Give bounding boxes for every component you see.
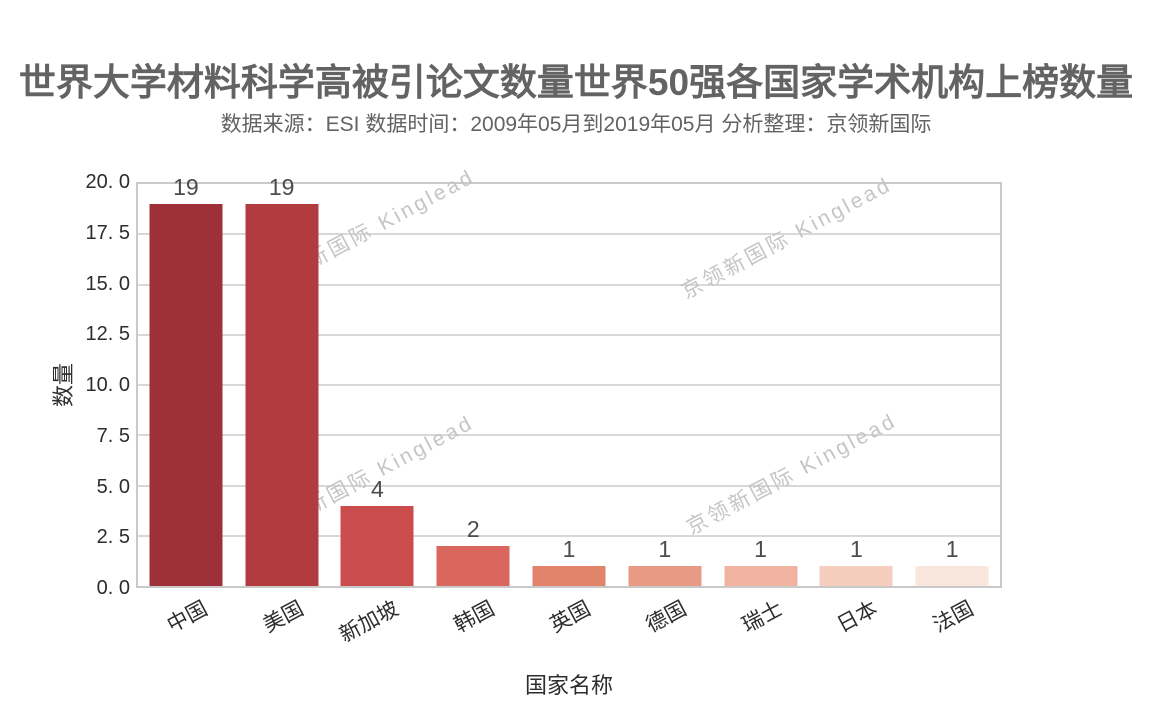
bar-slot: 19 中国 [138,176,234,637]
bar-slot: 1 日本 [808,184,904,637]
bar-value-label: 1 [658,535,672,562]
bar-value-label: 2 [466,515,480,542]
gridline [138,333,1000,336]
bar-value-label: 19 [173,174,199,201]
chart-title: 世界大学材料科学高被引论文数量世界50强各国家学术机构上榜数量 [18,62,1134,103]
gridline [138,534,1000,537]
y-tick-label: 2. 5 [96,526,130,549]
x-tick-label: 日本 [833,597,882,638]
bar-value-label: 19 [268,174,295,201]
bar-法国 [915,565,989,586]
y-tick-label: 15. 0 [85,272,130,295]
x-axis-label: 国家名称 [524,673,613,698]
x-tick-label: 法国 [929,597,978,638]
gridline [138,434,1000,437]
x-tick-label: 德国 [642,597,691,638]
bar-slot: 4 新加坡 [330,184,426,647]
chart-subtitle: 数据来源：ESI 数据时间：2009年05月到2019年05月 分析整理：京领新… [220,113,932,136]
x-tick-label: 英国 [546,597,595,638]
bar-slot: 1 法国 [904,184,1000,637]
plot-area: 京领新国际 Kinglead 京领新国际 Kinglead 京领新国际 Kingle… [136,165,1002,647]
x-tick-label: 新加坡 [336,597,403,648]
bar-中国 [149,204,223,586]
gridline [138,484,1000,487]
bar-日本 [819,565,893,586]
gridline [138,233,1000,236]
y-tick-label: 10. 0 [85,374,130,396]
bar-美国 [245,204,319,586]
bar-新加坡 [340,505,414,586]
y-tick-label: 0. 0 [96,577,130,599]
gridline [138,384,1000,386]
bar-value-label: 1 [945,535,959,562]
bar-slot: 1 英国 [521,184,617,637]
y-tick-label: 20. 0 [85,171,130,193]
gridline [138,283,1000,286]
x-tick-label: 美国 [259,597,308,638]
bar-slot: 1 瑞士 [713,184,809,637]
x-tick-label: 中国 [163,597,212,638]
bar-value-label: 1 [754,535,767,562]
bar-瑞士 [724,565,798,586]
bar-value-label: 1 [562,535,576,562]
bar-slot: 19 美国 [234,176,330,637]
bar-韩国 [436,545,510,586]
bar-德国 [628,565,702,586]
y-tick-label: 7. 5 [96,424,130,447]
bar-value-label: 1 [849,535,863,562]
y-tick-label: 5. 0 [96,475,130,498]
bar-slot: 2 韩国 [425,184,521,637]
bars-row: 19 中国 19 美国 4 新加坡 2 韩国 1 英国 1 德国 1 瑞士 1 日本 1 法国 [138,176,1000,647]
x-tick-label: 韩国 [450,597,499,638]
bar-slot: 1 德国 [617,184,713,637]
bar-value-label: 4 [371,475,384,502]
bar-英国 [532,565,606,586]
x-tick-label: 瑞士 [738,597,786,638]
y-tick-label: 17. 5 [85,221,130,244]
y-tick-label: 12. 5 [85,323,130,346]
